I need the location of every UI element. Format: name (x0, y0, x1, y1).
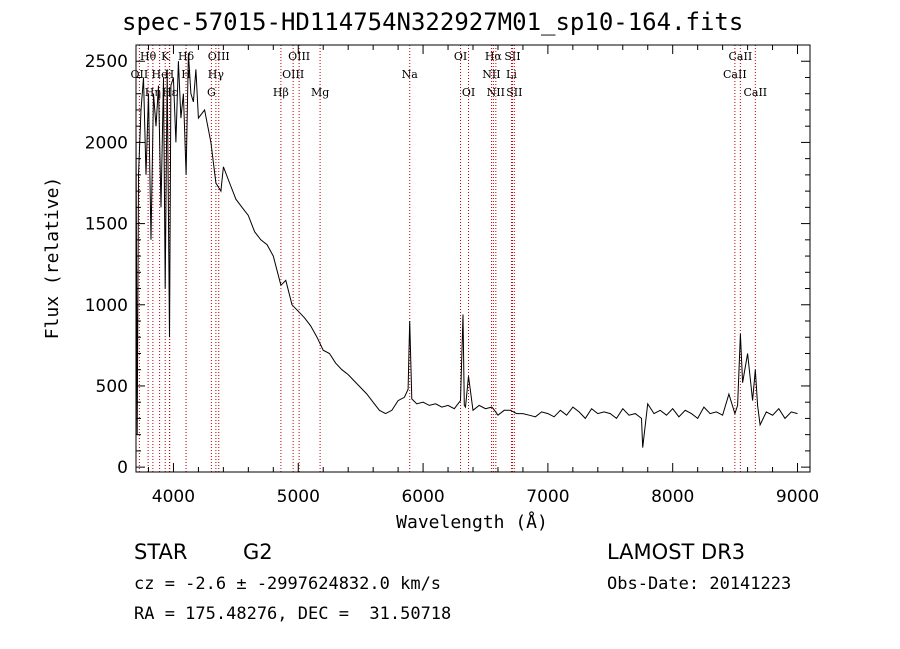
marker-label-15: Mg (311, 86, 329, 99)
marker-label-26: CaII (723, 68, 747, 81)
object-class: STAR (134, 540, 188, 564)
object-subclass: G2 (243, 540, 273, 564)
y-tick-label-4: 2000 (85, 133, 128, 153)
marker-label-21: NII (487, 86, 505, 99)
x-tick-label-3: 7000 (526, 487, 569, 507)
marker-label-9: OIII (208, 50, 230, 63)
spectrum-line (135, 53, 798, 448)
marker-label-13: OIII (288, 50, 310, 63)
marker-label-27: CaII (743, 86, 767, 99)
marker-label-5: H (165, 68, 175, 81)
marker-label-19: Hα (485, 50, 503, 63)
marker-label-4: K (161, 50, 170, 63)
y-tick-label-1: 500 (96, 377, 128, 397)
marker-label-11: G (207, 86, 216, 99)
marker-label-8: H (181, 68, 191, 81)
marker-label-18: OI (462, 86, 475, 99)
marker-label-10: Hγ (208, 68, 225, 81)
marker-label-1: OII (131, 68, 149, 81)
marker-label-7: Hδ (178, 50, 195, 63)
page-title: spec-57015-HD114754N322927M01_sp10-164.f… (122, 8, 744, 36)
redshift-readout: cz = -2.6 ± -2997624832.0 km/s (134, 574, 442, 594)
marker-label-24: SII (506, 86, 522, 99)
marker-label-14: OIII (282, 68, 304, 81)
marker-label-20: NII (482, 68, 500, 81)
x-tick-label-2: 6000 (401, 487, 444, 507)
marker-label-17: OI (454, 50, 467, 63)
marker-label-16: Na (402, 68, 419, 81)
y-tick-label-2: 1000 (85, 296, 128, 316)
x-tick-label-1: 5000 (277, 487, 320, 507)
marker-label-12: Hβ (273, 86, 289, 99)
y-tick-label-3: 1500 (85, 215, 128, 235)
marker-label-0: Hθ (140, 50, 157, 63)
obs-date: Obs-Date: 20141223 (607, 574, 792, 594)
x-axis-label: Wavelength (Å) (396, 511, 548, 533)
marker-label-25: CaII (729, 50, 753, 63)
marker-label-22: SII (504, 50, 520, 63)
coordinates: RA = 175.48276, DEC = 31.50718 (134, 604, 452, 624)
x-tick-label-0: 4000 (152, 487, 195, 507)
marker-label-23: Li (506, 68, 517, 81)
y-axis-label: Flux (relative) (42, 177, 63, 340)
x-tick-label-5: 9000 (776, 487, 819, 507)
y-tick-label-5: 2500 (85, 52, 128, 72)
axis-ticks: 4000 5000 6000 7000 8000 9000 0 500 1000 1500 2000… (85, 45, 819, 507)
survey-name: LAMOST DR3 (607, 540, 746, 564)
y-tick-label-0: 0 (117, 458, 128, 478)
x-tick-label-4: 8000 (651, 487, 694, 507)
marker-label-6: Hε (162, 86, 178, 99)
